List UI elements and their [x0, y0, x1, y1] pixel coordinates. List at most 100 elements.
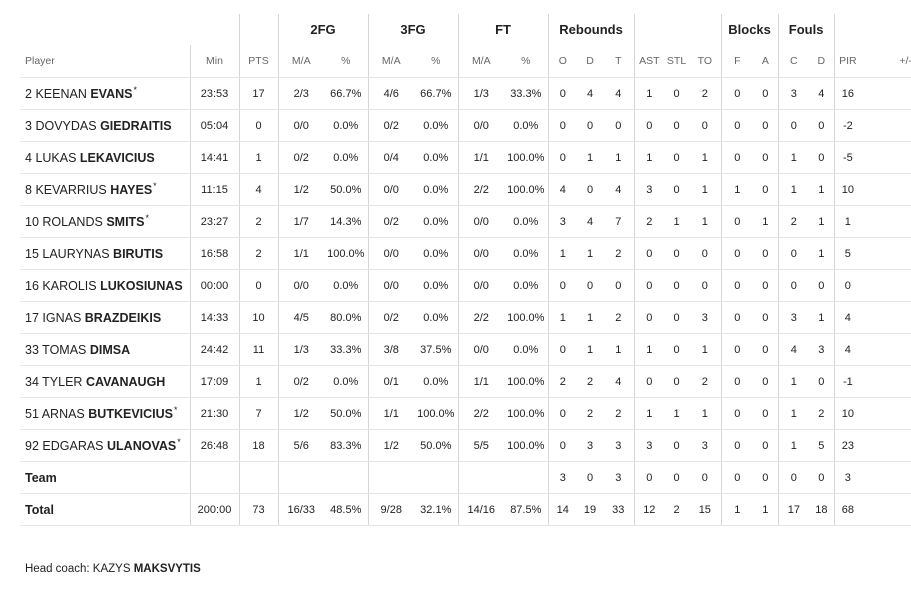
stat-cell: 0 — [548, 141, 578, 174]
column-header: M/A — [368, 45, 415, 78]
stat-cell: 4 — [548, 173, 578, 206]
player-name[interactable]: 15 LAURYNAS BIRUTIS — [20, 237, 191, 270]
stat-cell: 200:00 — [190, 493, 240, 526]
stat-cell: 2 — [809, 397, 835, 430]
stat-cell: 0 — [778, 461, 810, 494]
stat-cell: 0 — [753, 461, 779, 494]
head-coach-label: Head coach: — [25, 563, 90, 575]
stat-cell: 4/5 — [278, 301, 324, 334]
stat-cell: 1 — [778, 365, 810, 398]
stat-cell — [861, 173, 911, 206]
player-name[interactable]: 92 EDGARAS ULANOVAS* — [20, 429, 191, 462]
stat-cell: 0 — [753, 365, 779, 398]
stat-cell: 1 — [664, 205, 690, 238]
stat-cell: 73 — [239, 493, 279, 526]
stat-cell: 1 — [239, 141, 279, 174]
stat-cell — [458, 461, 505, 494]
stat-cell: 0 — [809, 141, 835, 174]
stat-cell: 0 — [664, 301, 690, 334]
stat-cell: 10 — [239, 301, 279, 334]
player-name[interactable]: 16 KAROLIS LUKOSIUNAS — [20, 269, 191, 302]
stat-cell: 0 — [664, 429, 690, 462]
stat-cell — [861, 429, 911, 462]
stat-cell: 0/0 — [458, 333, 505, 366]
player-row: 34 TYLER CAVANAUGH 17:09 1 0/2 0.0% 0/1 0.0% 1/… — [20, 365, 911, 398]
stat-cell: 16:58 — [190, 237, 240, 270]
player-number: 92 — [25, 439, 39, 454]
player-name[interactable]: 51 ARNAS BUTKEVICIUS* — [20, 397, 191, 430]
stat-cell: 0 — [239, 109, 279, 142]
stat-cell: 0.0% — [414, 141, 459, 174]
stat-cell: 0.0% — [414, 301, 459, 334]
stat-cell — [324, 461, 369, 494]
stat-cell: 1 — [577, 237, 604, 270]
column-header: +/- — [861, 45, 911, 78]
player-number: 10 — [25, 215, 39, 230]
stat-cell: 14/16 — [458, 493, 505, 526]
stat-cell: 0 — [548, 109, 578, 142]
player-row: 15 LAURYNAS BIRUTIS 16:58 2 1/1 100.0% 0/0 0.0… — [20, 237, 911, 270]
stat-cell: 100.0% — [324, 237, 369, 270]
stat-cell: 0.0% — [504, 333, 549, 366]
stat-cell: 0.0% — [324, 365, 369, 398]
player-name[interactable]: 17 IGNAS BRAZDEIKIS — [20, 301, 191, 334]
stat-cell: 1/1 — [278, 237, 324, 270]
player-name[interactable]: 2 KEENAN EVANS* — [20, 77, 191, 110]
stat-cell — [861, 333, 911, 366]
stat-cell: 1 — [548, 237, 578, 270]
stat-cell: 50.0% — [324, 173, 369, 206]
stat-cell: 1 — [577, 333, 604, 366]
stat-cell: 0 — [721, 365, 754, 398]
stat-cell: 0 — [664, 109, 690, 142]
column-header: M/A — [278, 45, 324, 78]
stat-cell: 1 — [689, 333, 722, 366]
stat-cell: 4 — [778, 333, 810, 366]
stat-cell — [861, 493, 911, 526]
stat-cell: 00:00 — [190, 269, 240, 302]
column-header: PTS — [239, 45, 279, 78]
player-name[interactable]: 4 LUKAS LEKAVICIUS — [20, 141, 191, 174]
stat-cell: 4 — [834, 301, 862, 334]
player-last-name: ULANOVAS — [107, 439, 177, 454]
stat-cell: 0 — [689, 237, 722, 270]
total-row: Total 200:00 73 16/33 48.5% 9/28 32.1% 14/16 87.… — [20, 493, 911, 526]
stat-cell: 0 — [809, 109, 835, 142]
stat-cell: 1 — [603, 333, 635, 366]
player-number: 15 — [25, 247, 39, 262]
stat-cell: 0.0% — [414, 237, 459, 270]
stat-cell: 0.0% — [414, 173, 459, 206]
total-label: Total — [20, 493, 191, 526]
stat-cell: 0/0 — [458, 205, 505, 238]
stat-cell: 66.7% — [324, 77, 369, 110]
stat-cell: 0/0 — [278, 109, 324, 142]
stat-cell: 0 — [721, 301, 754, 334]
stat-cell: 3 — [778, 301, 810, 334]
player-name[interactable]: 34 TYLER CAVANAUGH — [20, 365, 191, 398]
stat-cell: 0 — [577, 269, 604, 302]
stat-cell: 2 — [778, 205, 810, 238]
player-first-name: DOVYDAS — [35, 119, 97, 134]
stat-cell: 100.0% — [504, 397, 549, 430]
player-row: 92 EDGARAS ULANOVAS* 26:48 18 5/6 83.3% 1/2 50… — [20, 429, 911, 462]
player-name[interactable]: 10 ROLANDS SMITS* — [20, 205, 191, 238]
player-name[interactable]: 3 DOVYDAS GIEDRAITIS — [20, 109, 191, 142]
column-header: PIR — [834, 45, 862, 78]
player-row: 33 TOMAS DIMSA 24:42 11 1/3 33.3% 3/8 37.5% 0/0… — [20, 333, 911, 366]
stat-cell: 1 — [778, 397, 810, 430]
stat-cell: 0 — [689, 461, 722, 494]
stat-cell: 1/2 — [278, 173, 324, 206]
player-row: 51 ARNAS BUTKEVICIUS* 21:30 7 1/2 50.0% 1/1 10… — [20, 397, 911, 430]
player-number: 33 — [25, 343, 39, 358]
stat-cell — [368, 461, 415, 494]
stat-cell: 0 — [778, 269, 810, 302]
stat-cell: 0 — [664, 141, 690, 174]
player-name[interactable]: 8 KEVARRIUS HAYES* — [20, 173, 191, 206]
stat-cell — [861, 109, 911, 142]
head-coach: Head coach: KAZYS MAKSVYTIS — [25, 563, 201, 575]
player-name[interactable]: 33 TOMAS DIMSA — [20, 333, 191, 366]
stat-cell: 1 — [634, 77, 665, 110]
stat-cell: 2 — [603, 397, 635, 430]
stat-cell: 1 — [239, 365, 279, 398]
stat-cell: 0/1 — [368, 365, 415, 398]
stat-cell: 10 — [834, 173, 862, 206]
